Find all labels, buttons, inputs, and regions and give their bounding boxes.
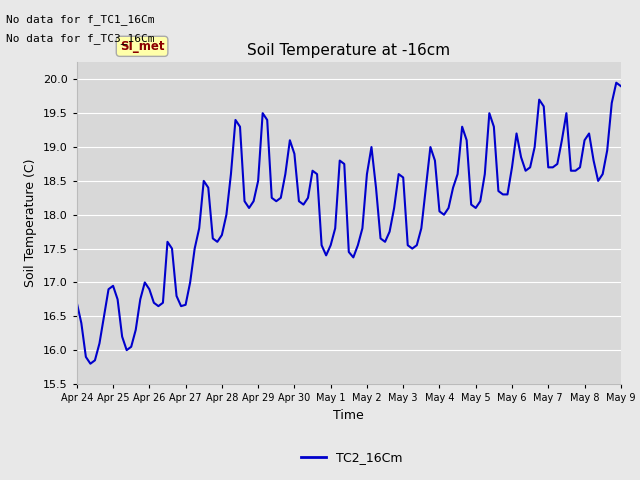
Text: SI_met: SI_met bbox=[120, 40, 164, 53]
Title: Soil Temperature at -16cm: Soil Temperature at -16cm bbox=[247, 44, 451, 59]
Text: No data for f_TC3_16Cm: No data for f_TC3_16Cm bbox=[6, 33, 155, 44]
Y-axis label: Soil Temperature (C): Soil Temperature (C) bbox=[24, 159, 38, 288]
X-axis label: Time: Time bbox=[333, 408, 364, 421]
Legend: TC2_16Cm: TC2_16Cm bbox=[296, 446, 408, 469]
Text: No data for f_TC1_16Cm: No data for f_TC1_16Cm bbox=[6, 13, 155, 24]
